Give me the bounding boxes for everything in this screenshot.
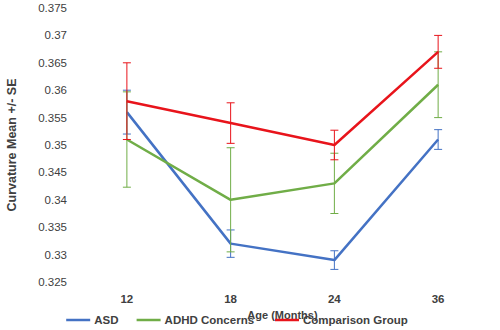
error-bar — [434, 130, 442, 150]
legend-swatch — [66, 319, 90, 322]
y-axis-title: Curvature Mean +/- SE — [5, 78, 19, 211]
error-stem — [334, 153, 335, 213]
error-bar — [227, 148, 235, 252]
series-line — [127, 85, 438, 200]
error-cap — [330, 213, 338, 214]
error-cap — [330, 250, 338, 251]
y-tick-label: 0.365 — [38, 57, 67, 69]
x-tick-label: 18 — [224, 293, 237, 305]
error-stem — [230, 103, 231, 144]
y-tick-label: 0.33 — [45, 249, 67, 261]
error-bar — [330, 251, 338, 270]
y-tick — [73, 35, 75, 36]
y-tick — [73, 254, 75, 255]
legend-swatch — [275, 319, 299, 322]
y-tick-label: 0.37 — [45, 29, 67, 41]
error-cap — [227, 143, 235, 144]
error-cap — [434, 117, 442, 118]
legend-label: ASD — [94, 314, 118, 326]
error-bar — [123, 63, 131, 140]
error-cap — [434, 35, 442, 36]
error-cap — [227, 147, 235, 148]
error-stem — [438, 130, 439, 150]
y-tick — [73, 199, 75, 200]
y-tick-label: 0.34 — [45, 194, 68, 206]
y-tick — [73, 8, 75, 9]
error-cap — [434, 149, 442, 150]
y-tick — [73, 62, 75, 63]
y-tick-label: 0.36 — [45, 84, 67, 96]
plot-area — [123, 35, 442, 269]
error-stem — [230, 148, 231, 252]
error-bar — [434, 35, 442, 68]
error-stem — [334, 130, 335, 160]
y-tick-label: 0.335 — [38, 221, 67, 233]
legend-label: Comparison Group — [303, 314, 408, 326]
y-tick — [73, 282, 75, 283]
y-tick-label: 0.355 — [38, 112, 67, 124]
error-cap — [330, 130, 338, 131]
legend-swatch — [137, 319, 161, 322]
error-stem — [334, 251, 335, 270]
chart: 0.325 0.33 0.335 0.34 0.345 0.35 0.355 0.36 0.36… — [0, 0, 500, 330]
legend: ASD ADHD Concerns Comparison Group — [66, 314, 408, 326]
error-cap — [227, 102, 235, 103]
error-cap — [227, 257, 235, 258]
y-tick-label: 0.35 — [45, 139, 67, 151]
x-tick-label: 36 — [432, 293, 445, 305]
error-cap — [227, 251, 235, 252]
error-cap — [434, 129, 442, 130]
x-tick-label: 12 — [120, 293, 133, 305]
y-tick-label: 0.325 — [38, 276, 67, 288]
y-tick — [73, 145, 75, 146]
error-bar — [330, 130, 338, 160]
error-cap — [330, 269, 338, 270]
legend-label: ADHD Concerns — [165, 314, 254, 326]
y-tick — [73, 227, 75, 228]
error-cap — [123, 187, 131, 188]
y-tick — [73, 172, 75, 173]
error-stem — [438, 35, 439, 68]
y-tick-label: 0.375 — [38, 2, 67, 14]
error-bar — [227, 103, 235, 144]
error-cap — [434, 68, 442, 69]
error-stem — [126, 63, 127, 140]
x-tick-label: 24 — [328, 293, 341, 305]
y-tick-label: 0.345 — [38, 166, 67, 178]
y-tick — [73, 117, 75, 118]
error-cap — [330, 159, 338, 160]
y-tick — [73, 90, 75, 91]
error-bar — [330, 153, 338, 213]
series-line — [127, 52, 438, 145]
error-cap — [123, 62, 131, 63]
error-cap — [123, 139, 131, 140]
